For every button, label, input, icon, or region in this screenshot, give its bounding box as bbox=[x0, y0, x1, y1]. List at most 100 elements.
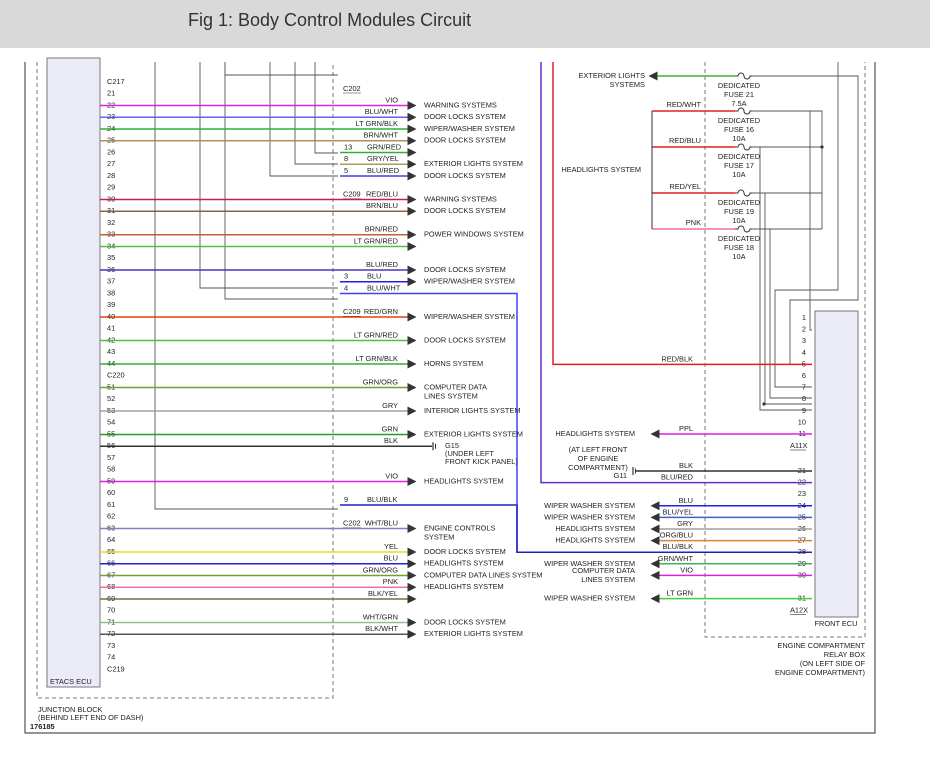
destination: HEADLIGHTS SYSTEM bbox=[424, 559, 504, 568]
destination: INTERIOR LIGHTS SYSTEM bbox=[424, 406, 521, 415]
relay-box-label: RELAY BOX bbox=[824, 650, 865, 659]
wire-color: BLU bbox=[679, 496, 693, 505]
destination: HEADLIGHTS SYSTEM bbox=[561, 165, 641, 174]
wire bbox=[540, 62, 812, 484]
wire-color: PPL bbox=[679, 424, 693, 433]
fuse-label: 10A bbox=[732, 216, 745, 225]
pin-number: 62 bbox=[107, 512, 115, 521]
destination: DOOR LOCKS SYSTEM bbox=[424, 112, 506, 121]
pin-number: 57 bbox=[107, 453, 115, 462]
destination: HEADLIGHTS SYSTEM bbox=[424, 476, 504, 485]
connector-pin: 5 bbox=[344, 166, 348, 175]
pin-number: 23 bbox=[798, 489, 806, 498]
connector-label: C217 bbox=[107, 77, 125, 86]
pin-number: 10 bbox=[798, 417, 806, 426]
destination: ENGINE CONTROLS bbox=[424, 523, 496, 532]
junction-block bbox=[36, 62, 334, 699]
wire-color: GRY bbox=[677, 519, 693, 528]
pin-number: 54 bbox=[107, 418, 115, 427]
ground-note: (UNDER LEFT bbox=[445, 449, 494, 458]
connector-pin: 9 bbox=[344, 495, 348, 504]
connector-pin: 13 bbox=[344, 142, 352, 151]
ground-label: G15 bbox=[445, 441, 459, 450]
wire-color: BLU/RED bbox=[367, 166, 399, 175]
destination: DOOR LOCKS SYSTEM bbox=[424, 265, 506, 274]
fuse bbox=[735, 143, 752, 151]
pin-number: 35 bbox=[107, 253, 115, 262]
figure-id: 176185 bbox=[30, 722, 55, 731]
destination: DOOR LOCKS SYSTEM bbox=[424, 335, 506, 344]
fuse-label: FUSE 18 bbox=[724, 243, 754, 252]
title: Fig 1: Body Control Modules Circuit bbox=[188, 10, 471, 30]
destination: DOOR LOCKS SYSTEM bbox=[424, 617, 506, 626]
pin-number: 74 bbox=[107, 653, 115, 662]
destination: COMPUTER DATA bbox=[572, 566, 635, 575]
destination: LINES SYSTEM bbox=[424, 391, 478, 400]
pin-number: 26 bbox=[107, 147, 115, 156]
destination: WIPER/WASHER SYSTEM bbox=[424, 312, 515, 321]
wire-color: BLU/WHT bbox=[365, 107, 399, 116]
fuse bbox=[735, 72, 752, 80]
wire-color: GRN bbox=[382, 424, 398, 433]
destination: POWER WINDOWS SYSTEM bbox=[424, 230, 524, 239]
wire-color: GRN/ORG bbox=[363, 565, 399, 574]
wire-color: RED/BLU bbox=[366, 189, 398, 198]
fuse bbox=[735, 189, 752, 197]
destination: WIPER WASHER SYSTEM bbox=[544, 559, 635, 568]
destination: WIPER WASHER SYSTEM bbox=[544, 501, 635, 510]
wire-color: LT GRN/BLK bbox=[356, 354, 399, 363]
connector-label: A12X bbox=[790, 606, 808, 615]
fuse-label: FUSE 16 bbox=[724, 125, 754, 134]
wire-color: WHT/GRN bbox=[363, 612, 398, 621]
wire-color: BLU/YEL bbox=[663, 507, 693, 516]
wire-color: GRY/YEL bbox=[367, 154, 399, 163]
wire-color: RED/BLU bbox=[669, 136, 701, 145]
wire-color: BLU/BLK bbox=[663, 542, 693, 551]
destination: LINES SYSTEM bbox=[581, 575, 635, 584]
junction-block-location: (BEHIND LEFT END OF DASH) bbox=[38, 713, 143, 722]
pin-number: 43 bbox=[107, 347, 115, 356]
fuse-label: DEDICATED bbox=[718, 81, 760, 90]
pin-number: 37 bbox=[107, 277, 115, 286]
wire-color: GRN/WHT bbox=[658, 554, 694, 563]
pin-number: 64 bbox=[107, 535, 115, 544]
front-ecu-box bbox=[814, 310, 859, 618]
wire-color: GRN/ORG bbox=[363, 377, 399, 386]
pin-number: 21 bbox=[107, 89, 115, 98]
frame bbox=[24, 62, 876, 734]
pin-number: 3 bbox=[802, 336, 806, 345]
wire-color: BLU/BLK bbox=[367, 495, 397, 504]
pin-number: 61 bbox=[107, 500, 115, 509]
relay-wiring bbox=[752, 62, 859, 411]
etacs-name: ETACS ECU bbox=[50, 677, 92, 686]
wire-color: PNK bbox=[383, 577, 398, 586]
junction-block-label: JUNCTION BLOCK bbox=[38, 705, 103, 714]
wire-color: RED/BLK bbox=[661, 354, 693, 363]
ground-note: FRONT KICK PANEL) bbox=[445, 457, 518, 466]
relay-box-label: (ON LEFT SIDE OF bbox=[800, 659, 866, 668]
ground-note: (AT LEFT FRONT bbox=[569, 445, 628, 454]
connector-label: C202 bbox=[343, 519, 361, 528]
destination: EXTERIOR LIGHTS SYSTEM bbox=[424, 629, 523, 638]
wire-color: BLK/WHT bbox=[365, 624, 398, 633]
wire-color: BLU/RED bbox=[366, 260, 398, 269]
destination: HEADLIGHTS SYSTEM bbox=[555, 524, 635, 533]
wire-color: GRY bbox=[382, 401, 398, 410]
pin-number: 1 bbox=[802, 313, 806, 322]
pin-number: 28 bbox=[798, 547, 806, 556]
wire-color: YEL bbox=[384, 542, 398, 551]
connector-pin: 8 bbox=[344, 154, 348, 163]
destination: WIPER WASHER SYSTEM bbox=[544, 512, 635, 521]
wire-color: LT GRN/RED bbox=[354, 236, 398, 245]
destination: HEADLIGHTS SYSTEM bbox=[555, 429, 635, 438]
front-ecu-name: FRONT ECU bbox=[815, 619, 858, 628]
destination: EXTERIOR LIGHTS SYSTEM bbox=[424, 429, 523, 438]
wire-color: LT GRN/BLK bbox=[356, 119, 399, 128]
pin-number: 52 bbox=[107, 394, 115, 403]
connector-label: C209 bbox=[343, 190, 361, 199]
relay-box bbox=[704, 62, 866, 638]
pin-number: 29 bbox=[107, 183, 115, 192]
wire-color: BRN/BLU bbox=[366, 201, 398, 210]
